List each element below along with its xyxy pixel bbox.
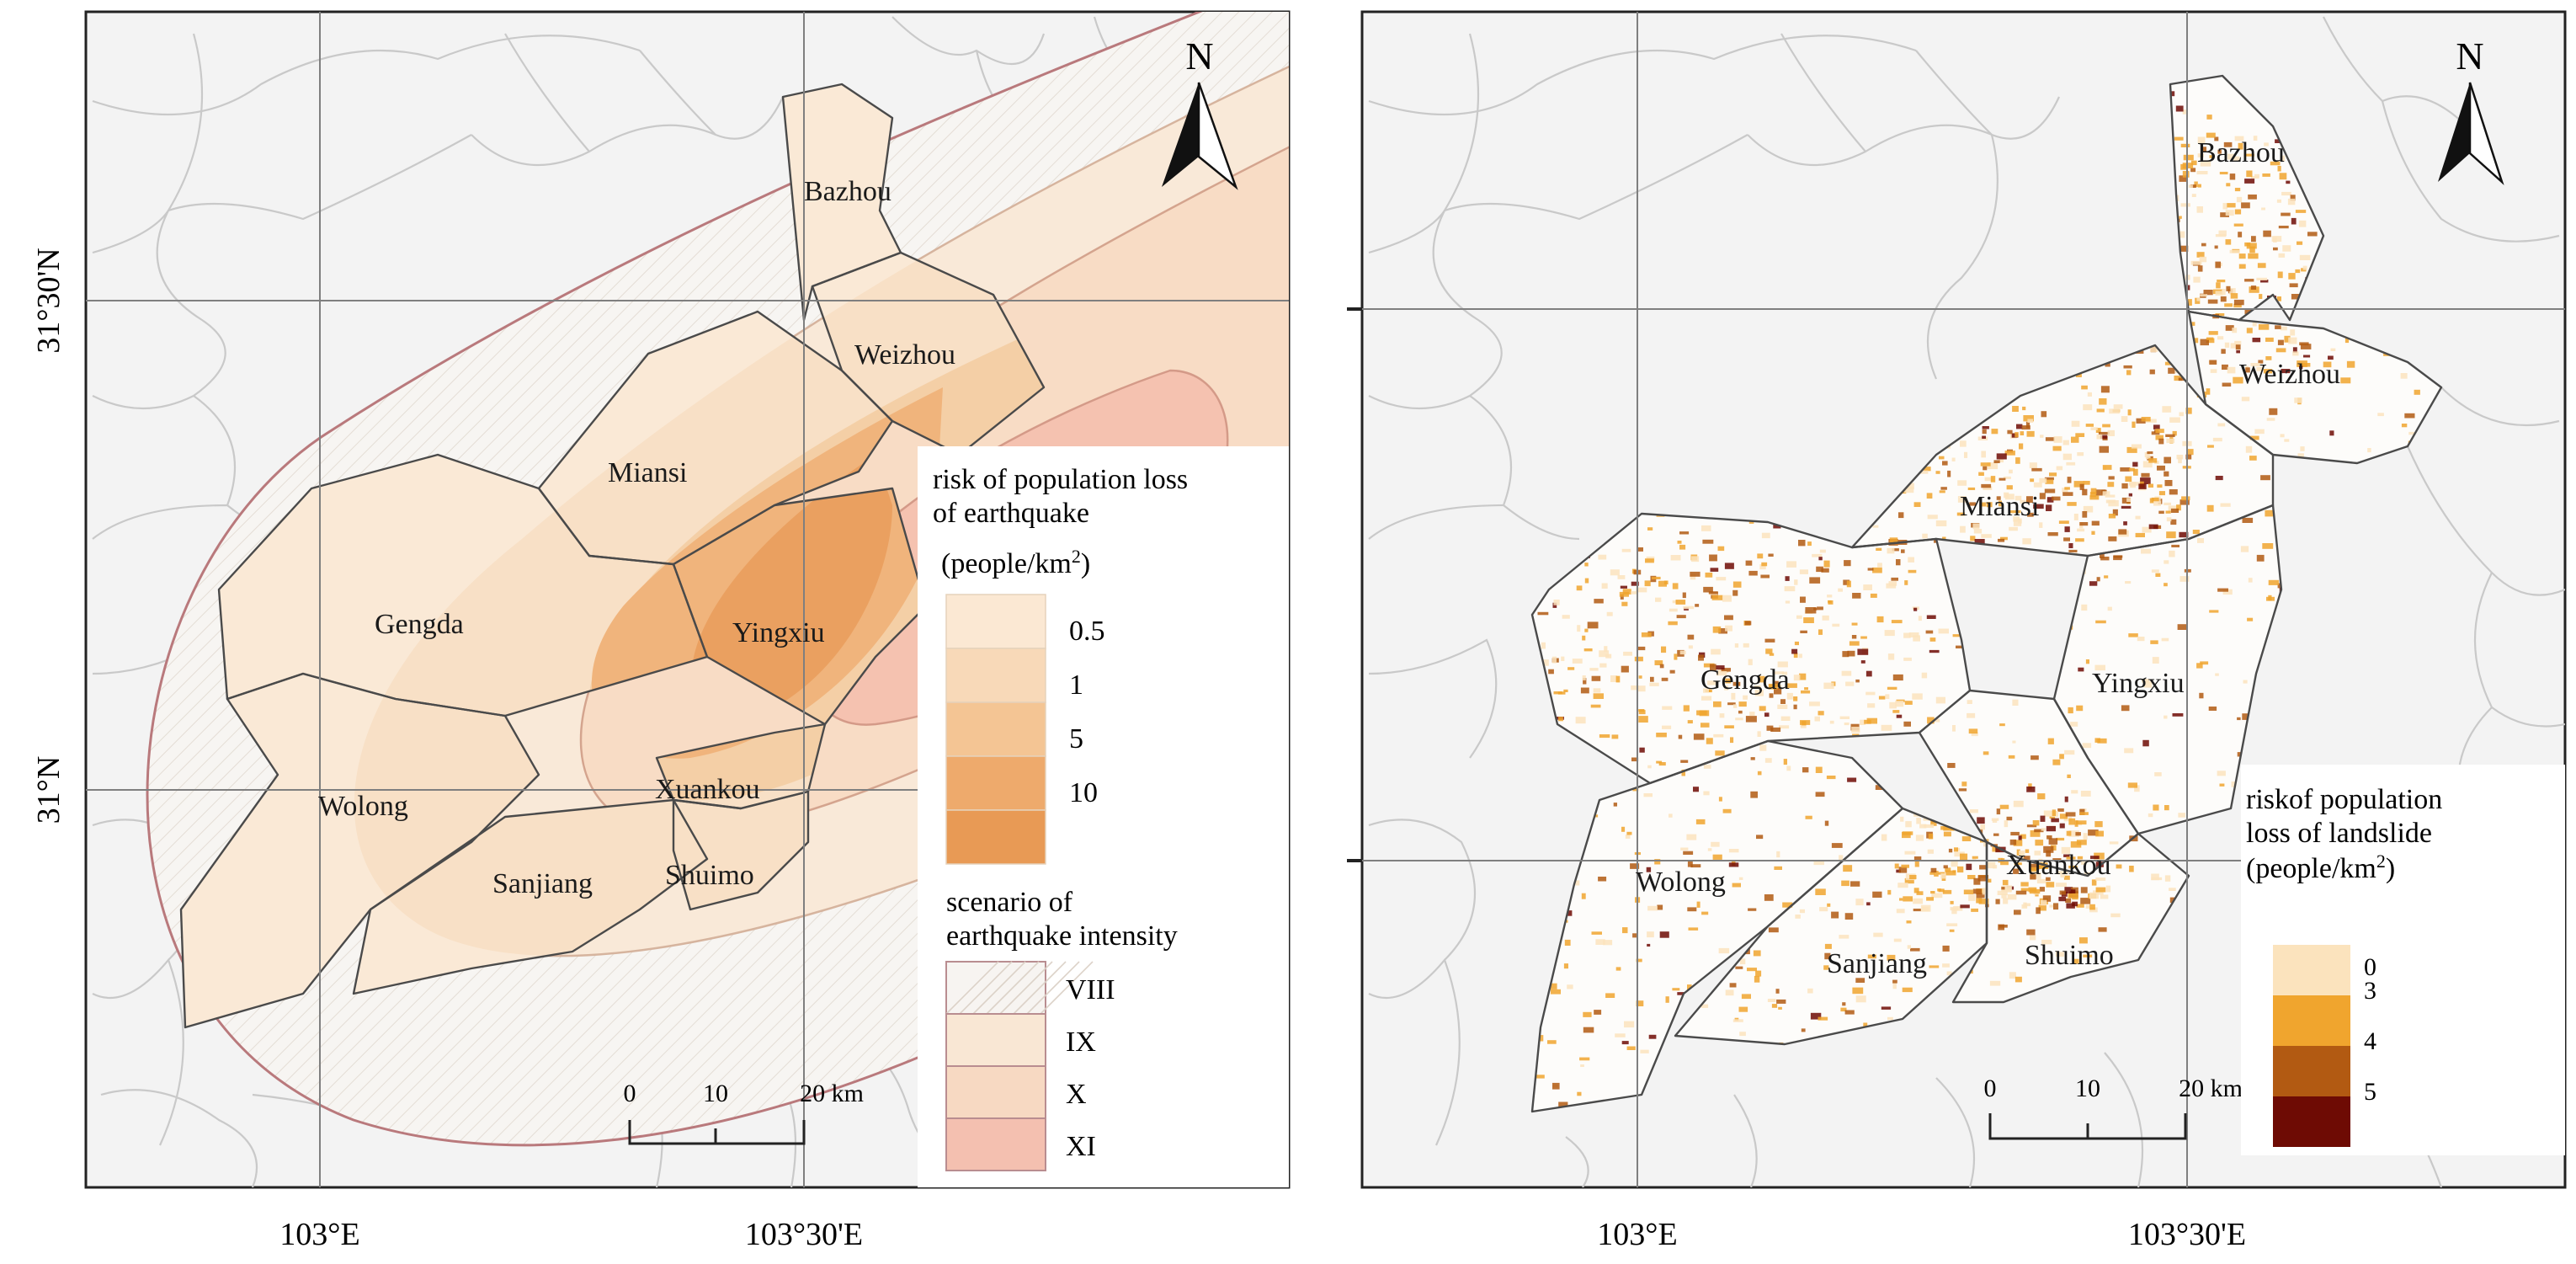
town-label: Wolong	[1636, 867, 1726, 898]
scale-label: 20 km	[800, 1080, 864, 1107]
legend-title: of earthquake	[933, 498, 1089, 529]
right-township-boundaries	[1530, 74, 2443, 1113]
legend-swatch	[2273, 1096, 2350, 1147]
left-map-panel: Bazhou Weizhou Miansi Gengda Yingxiu Xua…	[31, 10, 1291, 1252]
town-label: Miansi	[1960, 491, 2039, 522]
legend-label: 0.5	[1069, 616, 1105, 647]
right-scale-bar: 0 10 20 km	[1984, 1075, 2243, 1140]
legend-unit: (people/km2)	[941, 546, 1090, 579]
legend-title: risk of population loss	[933, 464, 1188, 495]
town-label: Shuimo	[2025, 940, 2114, 971]
legend-label: 10	[1069, 777, 1098, 808]
legend-swatch	[2273, 1046, 2350, 1096]
scale-label: 0	[1984, 1075, 1997, 1102]
lon-label: 103°30'E	[2128, 1217, 2246, 1252]
left-town-labels: Bazhou Weizhou Miansi Gengda Yingxiu Xua…	[318, 176, 955, 899]
town-label: Sanjiang	[1827, 948, 1927, 979]
town-label: Yingxiu	[2092, 668, 2185, 699]
legend-title: earthquake intensity	[946, 920, 1178, 952]
town-label: Weizhou	[2239, 359, 2340, 390]
scale-label: 10	[703, 1080, 728, 1107]
right-legend: riskof population loss of landslide (peo…	[2241, 765, 2565, 1155]
town-label: Gengda	[1700, 664, 1790, 696]
lon-label: 103°E	[1597, 1217, 1677, 1252]
legend-label: 4	[2364, 1027, 2376, 1055]
town-label: Sanjiang	[492, 868, 593, 899]
town-label: Bazhou	[804, 176, 891, 207]
town-label: Xuankou	[2006, 850, 2111, 881]
legend-title: riskof population	[2246, 784, 2442, 815]
town-label: Gengda	[375, 609, 464, 640]
north-label: N	[1185, 35, 1213, 77]
legend-swatch	[945, 755, 1046, 811]
right-county-boundaries	[1368, 16, 2565, 1187]
scale-label: 20 km	[2179, 1075, 2243, 1102]
legend-label: 1	[1069, 669, 1083, 701]
legend-swatch	[945, 1117, 1046, 1171]
legend-unit: (people/km2)	[2246, 851, 2395, 884]
left-scale-bar: 0 10 20 km	[624, 1080, 864, 1145]
scale-label: 10	[2075, 1075, 2100, 1102]
north-arrow-icon	[1162, 83, 1199, 187]
legend-title: loss of landslide	[2246, 818, 2432, 849]
town-label: Xuankou	[655, 774, 760, 805]
legend-swatch	[945, 701, 1046, 757]
town-label: Bazhou	[2197, 137, 2285, 168]
right-north-arrow: N	[2438, 35, 2504, 186]
left-township-boundaries	[179, 83, 1046, 1029]
right-axis-labels: 103°E 103°30'E	[1597, 1217, 2246, 1252]
legend-label: X	[1066, 1079, 1087, 1110]
legend-swatch	[945, 809, 1046, 865]
legend-label: 5	[1069, 723, 1083, 755]
north-arrow-icon	[2438, 83, 2470, 182]
lon-label: 103°E	[279, 1217, 359, 1252]
left-north-arrow: N	[1162, 35, 1238, 190]
legend-label: 0	[2364, 953, 2376, 981]
legend-label: XI	[1066, 1131, 1096, 1162]
legend-title: scenario of	[946, 887, 1073, 918]
legend-swatch	[945, 648, 1046, 703]
right-lat-ticks	[1347, 307, 1362, 862]
legend-label: 5	[2364, 1078, 2376, 1106]
lon-label: 103°30'E	[745, 1217, 863, 1252]
right-town-labels: Bazhou Weizhou Miansi Gengda Yingxiu Xua…	[1636, 137, 2340, 979]
legend-label: IX	[1066, 1027, 1096, 1058]
north-label: N	[2456, 35, 2483, 77]
legend-label: 3	[2364, 977, 2376, 1005]
legend-swatch	[945, 1065, 1046, 1119]
legend-swatch	[945, 1013, 1046, 1067]
legend-swatch	[945, 594, 1046, 649]
lat-label: 31°30'N	[31, 248, 67, 354]
town-label: Weizhou	[854, 339, 955, 371]
town-label: Shuimo	[665, 860, 754, 891]
legend-swatch	[2273, 995, 2350, 1046]
town-label: Miansi	[608, 457, 687, 488]
legend-swatch	[2273, 945, 2350, 995]
legend-label: VIII	[1066, 974, 1115, 1005]
town-label: Wolong	[318, 791, 408, 822]
scale-label: 0	[624, 1080, 636, 1107]
town-label: Yingxiu	[732, 617, 825, 648]
left-axis-labels: 103°E 103°30'E 31°30'N 31°N	[31, 248, 863, 1252]
lat-label: 31°N	[31, 756, 67, 824]
right-map-panel: Bazhou Weizhou Miansi Gengda Yingxiu Xua…	[1347, 10, 2567, 1252]
left-legend: risk of population loss of earthquake (p…	[918, 446, 1289, 1187]
